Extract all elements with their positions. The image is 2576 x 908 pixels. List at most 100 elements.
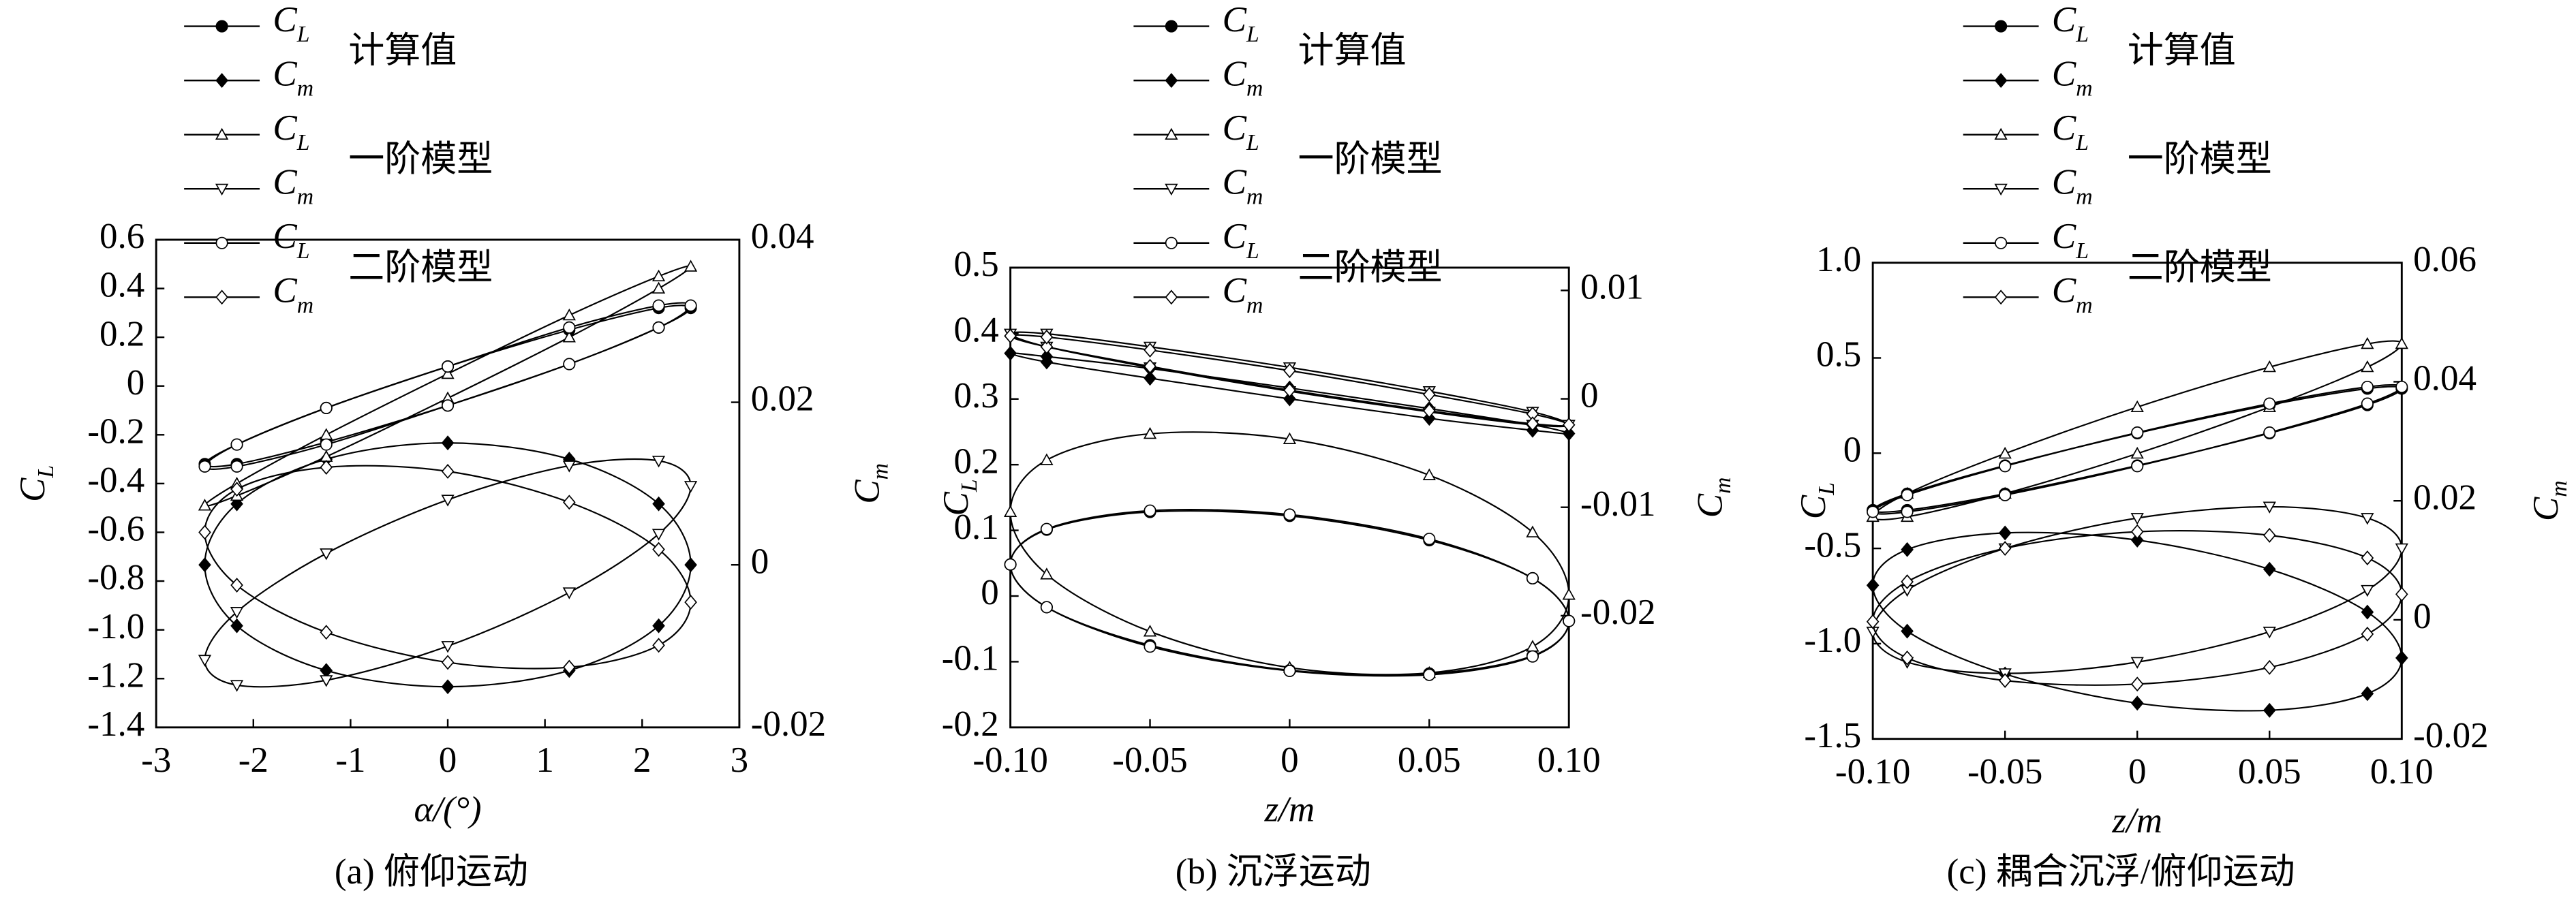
marker <box>1143 426 1157 439</box>
marker <box>563 358 576 371</box>
marker <box>320 450 333 462</box>
legend-label: Cm <box>2052 271 2093 318</box>
x-tick-label: -1 <box>335 740 365 780</box>
legend-label: Cm <box>1223 54 1263 101</box>
marker <box>2395 586 2408 602</box>
legend-label: Cm <box>273 54 313 101</box>
marker <box>652 496 665 512</box>
legend-group-label: 二阶模型 <box>2128 248 2272 287</box>
marker <box>1901 542 1914 557</box>
marker <box>320 663 333 678</box>
marker <box>1998 541 2012 557</box>
marker <box>2263 360 2276 373</box>
series-line <box>1009 508 1570 677</box>
marker <box>2130 524 2144 539</box>
marker <box>441 435 455 451</box>
y2-tick-label: 0.02 <box>751 379 814 419</box>
legend-label-symbol: C <box>1223 271 1247 311</box>
marker <box>1998 446 2012 459</box>
y-tick-label: 0.6 <box>99 217 144 256</box>
marker <box>1040 522 1053 535</box>
marker <box>1422 403 1436 418</box>
plot-frame <box>155 238 741 729</box>
legend-label: Cm <box>2052 54 2093 101</box>
marker <box>198 655 212 667</box>
marker <box>215 183 229 196</box>
legend-label-subscript: m <box>2076 293 2092 318</box>
marker <box>1144 504 1156 517</box>
marker <box>1003 505 1017 517</box>
legend-label-subscript: L <box>1246 22 1259 47</box>
legend-label-subscript: m <box>297 76 313 101</box>
marker <box>562 308 576 321</box>
marker <box>1144 640 1156 653</box>
y-tick-label: -0.5 <box>1804 525 1861 565</box>
x-tick-label: -0.05 <box>1112 740 1187 780</box>
marker <box>320 548 333 561</box>
marker <box>441 641 455 653</box>
caption: (b) 沉浮运动 <box>1176 852 1371 892</box>
y2-tick-label: -0.02 <box>2413 716 2488 755</box>
y-axis-label-symbol: C <box>1794 495 1833 519</box>
marker <box>2395 543 2408 556</box>
marker <box>1867 505 1880 518</box>
y2-tick-label: 0 <box>751 542 769 581</box>
marker <box>1994 73 2008 89</box>
marker <box>652 299 665 312</box>
marker <box>230 618 243 633</box>
legend-group-label: 二阶模型 <box>1298 248 1442 287</box>
legend-label: Cm <box>2052 163 2093 210</box>
y2-axis-label-symbol: C <box>2526 497 2566 521</box>
legend-label-subscript: m <box>297 184 313 209</box>
legend-label: Cm <box>273 163 313 210</box>
y2-tick-label: 0 <box>2413 597 2432 636</box>
marker <box>2263 659 2276 675</box>
marker <box>215 73 228 89</box>
marker <box>1283 432 1297 444</box>
marker <box>2130 446 2144 459</box>
legend-label-symbol: C <box>2052 108 2076 148</box>
marker <box>2361 513 2374 525</box>
x-tick-label: 3 <box>731 740 749 780</box>
y-tick-label: -1.4 <box>87 704 144 744</box>
marker <box>562 330 576 343</box>
marker <box>198 557 211 573</box>
marker <box>2131 426 2144 439</box>
marker <box>684 595 697 610</box>
marker <box>1143 625 1157 637</box>
marker <box>1563 614 1576 627</box>
marker <box>651 281 666 294</box>
marker <box>320 428 333 440</box>
marker <box>684 481 698 493</box>
series-line <box>1009 331 1570 428</box>
legend-label-symbol: C <box>1223 163 1247 202</box>
y-tick-label: -0.4 <box>87 460 144 500</box>
marker <box>2361 550 2374 566</box>
y-tick-label: 0.2 <box>99 314 144 354</box>
marker <box>1165 236 1178 249</box>
y-tick-label: -1.2 <box>87 655 144 695</box>
x-axis-label: z/m <box>2111 801 2162 841</box>
marker <box>1866 614 1880 629</box>
marker <box>2361 380 2374 394</box>
marker <box>198 525 211 540</box>
marker <box>1994 127 2008 140</box>
legend-label-symbol: C <box>1223 108 1247 148</box>
marker <box>215 236 228 249</box>
marker <box>1144 358 1156 374</box>
legend-label: Cm <box>1223 271 1263 318</box>
marker <box>652 321 665 334</box>
marker <box>2361 397 2374 410</box>
marker <box>2395 380 2408 394</box>
y2-tick-label: 0.04 <box>751 217 814 256</box>
plot-frame <box>1009 266 1570 729</box>
marker <box>1994 289 2008 305</box>
marker <box>1004 558 1017 571</box>
marker <box>2263 627 2276 639</box>
y-tick-label: 0.4 <box>99 266 144 305</box>
y2-axis-label: Cm <box>848 463 893 504</box>
legend-label-symbol: C <box>273 0 297 40</box>
marker <box>652 618 665 633</box>
series-line <box>1009 334 1570 427</box>
legend-label-symbol: C <box>1223 0 1247 40</box>
